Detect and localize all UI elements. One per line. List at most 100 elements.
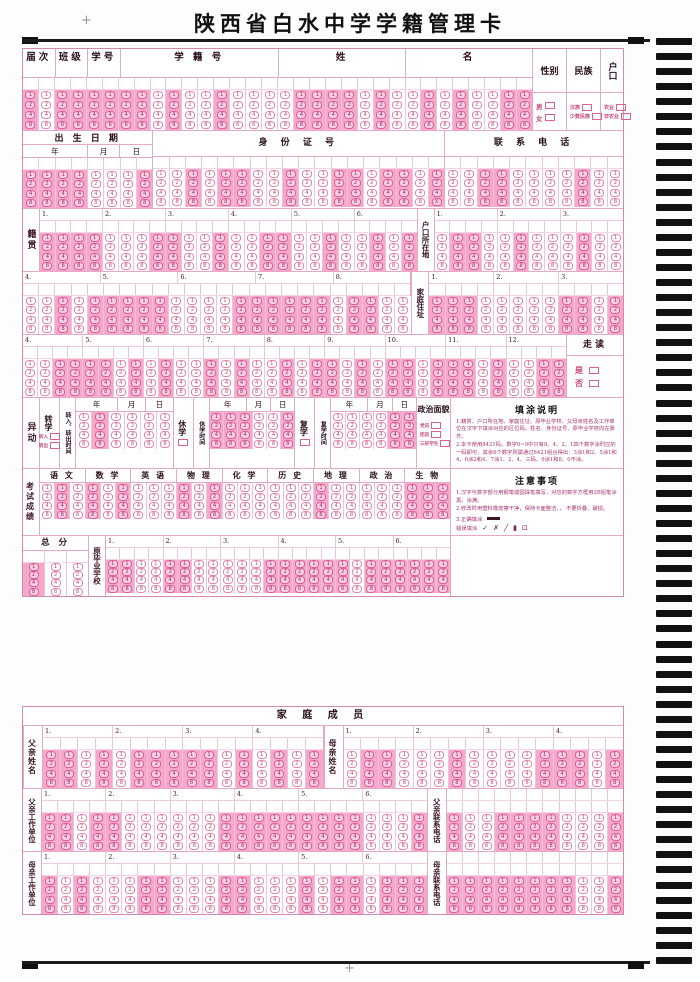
bubble-digit[interactable]: 8: [60, 842, 71, 851]
bubble-digit[interactable]: 2: [60, 886, 71, 895]
bubble-digit[interactable]: 2: [137, 101, 148, 109]
bubble-digit[interactable]: 1: [239, 412, 250, 421]
handwriting-strip[interactable]: [446, 852, 623, 864]
handwriting-strip[interactable]: [446, 801, 623, 813]
bubble-digit[interactable]: 4: [42, 501, 53, 510]
bubble-digit[interactable]: 8: [609, 779, 620, 788]
handwriting-cell[interactable]: [365, 547, 380, 559]
bubble-digit[interactable]: 8: [92, 842, 103, 851]
bubble-digit[interactable]: 8: [115, 388, 126, 397]
bubble-digit[interactable]: 4: [108, 832, 119, 841]
handwriting-cell[interactable]: [159, 347, 175, 358]
bubble-digit[interactable]: 8: [60, 905, 71, 914]
bubble-digit[interactable]: 1: [265, 559, 276, 568]
bubble-digit[interactable]: 2: [392, 101, 403, 109]
handwriting-cell[interactable]: [207, 547, 221, 559]
bubble-digit[interactable]: 4: [246, 252, 257, 261]
bubble-digit[interactable]: 8: [380, 584, 391, 593]
bubble-digit[interactable]: 1: [285, 483, 296, 492]
bubble-digit[interactable]: 2: [163, 492, 174, 501]
bubble-digit[interactable]: 1: [89, 233, 100, 242]
bubble-digit[interactable]: 1: [122, 296, 133, 305]
handwriting-cell[interactable]: [390, 78, 406, 89]
handwriting-cell[interactable]: [537, 347, 552, 358]
bubble-digit[interactable]: 2: [390, 421, 401, 430]
handwriting-cell[interactable]: [283, 864, 300, 875]
bubble-digit[interactable]: 8: [404, 440, 415, 449]
bubble-digit[interactable]: 1: [469, 750, 480, 759]
bubble-digit[interactable]: 4: [376, 111, 387, 119]
handwriting-cell[interactable]: [358, 78, 374, 89]
bubble-digit[interactable]: 2: [28, 571, 39, 580]
bubble-digit[interactable]: 2: [57, 101, 68, 109]
bubble-digit[interactable]: 4: [168, 252, 179, 261]
option-男[interactable]: 男: [536, 101, 563, 111]
handwriting-cell[interactable]: [119, 221, 135, 232]
bubble-digit[interactable]: 8: [42, 510, 53, 519]
bubble-digit[interactable]: 4: [366, 576, 377, 585]
bubble-digit[interactable]: 1: [357, 359, 368, 368]
bubble-digit[interactable]: 4: [44, 895, 55, 904]
handwriting-cell[interactable]: [431, 738, 449, 749]
handwriting-cell[interactable]: [463, 864, 479, 875]
bubble-digit[interactable]: 2: [513, 886, 524, 895]
handwriting-cell[interactable]: [507, 347, 522, 358]
bubble-digit[interactable]: 8: [237, 842, 248, 851]
handwriting-strip[interactable]: [23, 284, 411, 296]
bubble-digit[interactable]: 4: [513, 895, 524, 904]
handwriting-cell[interactable]: [552, 347, 566, 358]
bubble-digit[interactable]: 4: [357, 378, 368, 387]
bubble-digit[interactable]: 4: [100, 378, 111, 387]
bubble-digit[interactable]: 4: [193, 576, 204, 585]
bubble-digit[interactable]: 4: [106, 315, 117, 324]
bubble-digit[interactable]: 4: [157, 895, 168, 904]
bubble-digit[interactable]: 1: [578, 876, 589, 885]
bubble-digit[interactable]: 2: [395, 568, 406, 577]
bubble-digit[interactable]: 2: [594, 823, 605, 832]
bubble-digit[interactable]: 2: [58, 180, 69, 189]
bubble-digit[interactable]: 1: [317, 813, 328, 822]
bubble-digit[interactable]: 4: [500, 252, 511, 261]
bubble-digit[interactable]: 8: [221, 842, 232, 851]
bubble-digit[interactable]: 8: [342, 388, 353, 397]
bubble-digit[interactable]: 8: [237, 905, 248, 914]
bubble-digit[interactable]: 1: [63, 750, 74, 759]
bubble-digit[interactable]: 1: [121, 233, 132, 242]
bubble-digit[interactable]: 2: [81, 760, 92, 769]
bubble-digit[interactable]: 2: [398, 823, 409, 832]
bubble-digit[interactable]: 1: [280, 91, 291, 99]
bubble-digit[interactable]: 8: [497, 842, 508, 851]
bubble-digit[interactable]: 4: [316, 315, 327, 324]
bubble-digit[interactable]: 8: [161, 388, 172, 397]
handwriting-cell[interactable]: [416, 347, 431, 358]
bubble-digit[interactable]: 4: [463, 378, 474, 387]
bubble-digit[interactable]: 4: [237, 576, 248, 585]
bubble-digit[interactable]: 1: [285, 813, 296, 822]
bubble-digit[interactable]: 2: [497, 886, 508, 895]
bubble-digit[interactable]: 1: [449, 813, 460, 822]
bubble-digit[interactable]: 2: [523, 369, 534, 378]
bubble-digit[interactable]: 4: [346, 769, 357, 778]
bubble-digit[interactable]: 8: [278, 262, 289, 271]
handwriting-cell[interactable]: [38, 347, 54, 358]
bubble-digit[interactable]: 1: [349, 296, 360, 305]
bubble-digit[interactable]: 8: [285, 198, 296, 207]
bubble-digit[interactable]: 4: [111, 431, 122, 440]
bubble-digit[interactable]: 8: [206, 388, 217, 397]
bubble-digit[interactable]: 1: [157, 813, 168, 822]
handwriting-strip[interactable]: [446, 789, 623, 801]
